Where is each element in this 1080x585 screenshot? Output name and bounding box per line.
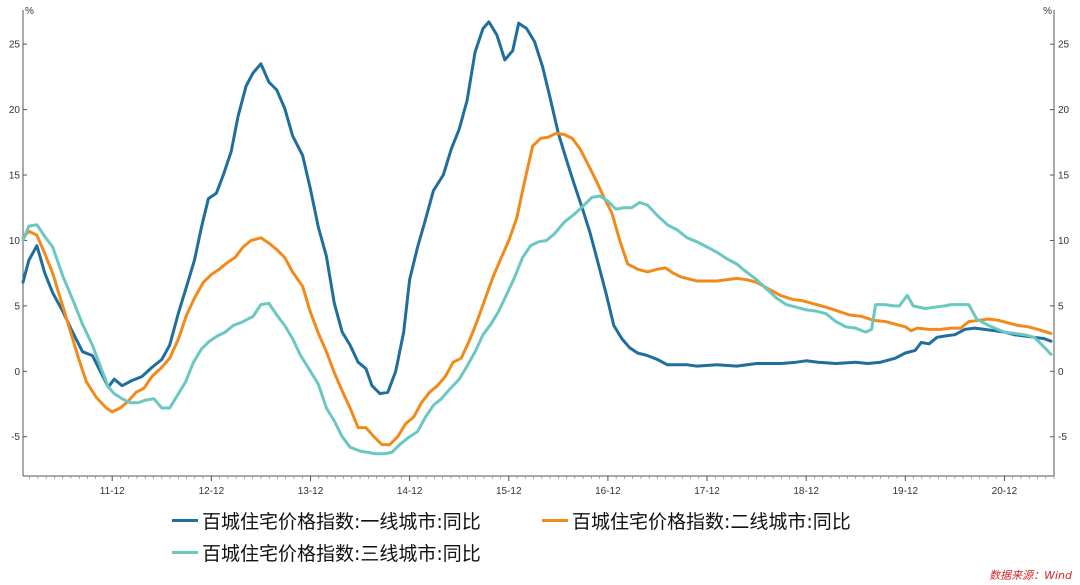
legend-label-tier1: 百城住宅价格指数:一线城市:同比	[202, 511, 481, 533]
legend-swatch-tier1	[172, 519, 198, 522]
y-tick-label-left: 10	[9, 236, 21, 247]
legend-item-tier1: 百城住宅价格指数:一线城市:同比	[172, 507, 481, 534]
x-tick-label: 20-12	[992, 486, 1018, 497]
y-tick-label-right: 0	[1058, 367, 1064, 378]
y-tick-label-left: 0	[14, 367, 20, 378]
y-tick-label-left: 25	[9, 40, 21, 51]
x-tick-label: 14-12	[397, 486, 423, 497]
y-tick-label-right: 15	[1058, 171, 1070, 182]
chart-axes: % % -5 -5 0 0 5 5 10 10 15 15 20 20 25 25 11-12 12-12 13-1…	[9, 6, 1070, 497]
x-tick-label: 13-12	[298, 486, 324, 497]
chart-canvas: % % -5 -5 0 0 5 5 10 10 15 15 20 20 25 25 11-12 12-12 13-1…	[9, 6, 1070, 497]
x-tick-label: 17-12	[694, 486, 720, 497]
data-source-note: 数据来源：Wind	[989, 569, 1072, 582]
y-tick-label-right: 5	[1058, 301, 1064, 312]
legend-swatch-tier3	[172, 551, 198, 554]
legend-swatch-tier2	[542, 519, 568, 522]
y-tick-label-right: 10	[1058, 236, 1070, 247]
y-tick-label-left: 20	[9, 105, 21, 116]
series-line-3	[21, 194, 1053, 456]
legend-label-tier2: 百城住宅价格指数:二线城市:同比	[572, 511, 851, 533]
legend-item-tier3: 百城住宅价格指数:三线城市:同比	[172, 539, 481, 566]
series-line-1	[21, 20, 1053, 396]
y-unit-right: %	[1043, 6, 1052, 17]
y-tick-label-right: 25	[1058, 40, 1070, 51]
y-tick-label-left: -5	[11, 432, 20, 443]
chart-legend: 百城住宅价格指数:一线城市:同比 百城住宅价格指数:二线城市:同比 百城住宅价格…	[0, 505, 1080, 565]
x-tick-label: 19-12	[893, 486, 919, 497]
y-tick-label-left: 15	[9, 171, 21, 182]
x-tick-label: 12-12	[199, 486, 225, 497]
legend-label-tier3: 百城住宅价格指数:三线城市:同比	[202, 543, 481, 565]
y-unit-left: %	[25, 6, 34, 17]
y-tick-label-right: 20	[1058, 105, 1070, 116]
legend-item-tier2: 百城住宅价格指数:二线城市:同比	[542, 507, 851, 534]
x-tick-label: 15-12	[496, 486, 522, 497]
y-tick-label-right: -5	[1058, 432, 1067, 443]
x-tick-label: 16-12	[595, 486, 621, 497]
x-tick-label: 11-12	[100, 486, 125, 497]
y-tick-label-left: 5	[14, 301, 20, 312]
series-line-2	[21, 131, 1053, 447]
chart-series-group	[21, 20, 1053, 456]
x-tick-label: 18-12	[793, 486, 819, 497]
